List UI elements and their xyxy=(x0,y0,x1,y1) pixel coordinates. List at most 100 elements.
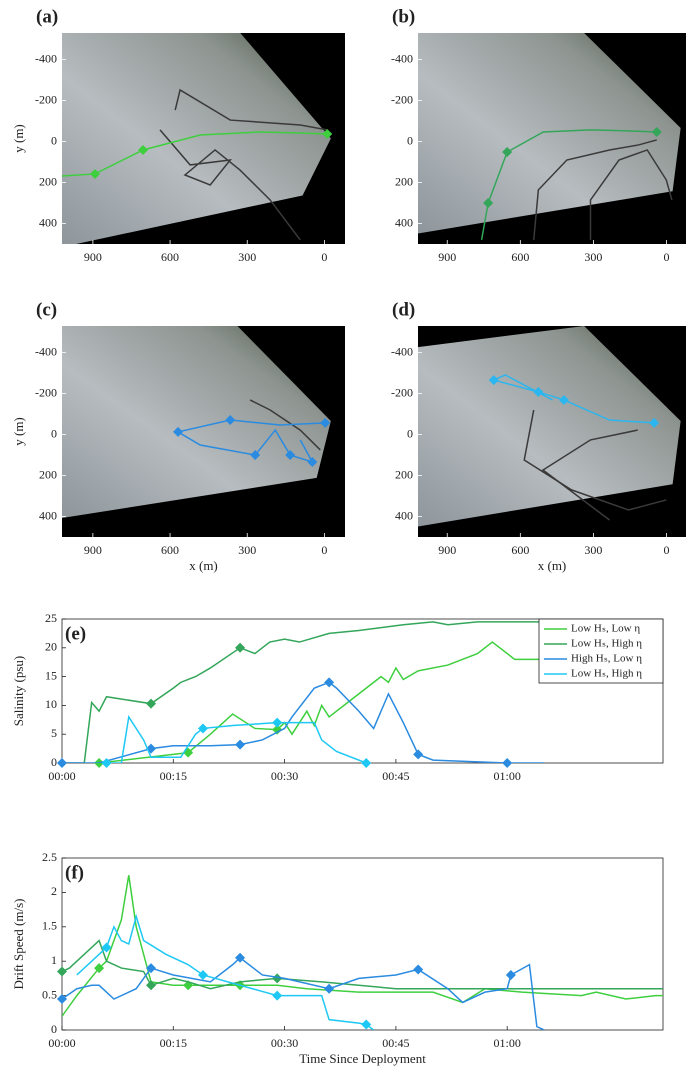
diamond-marker xyxy=(361,758,372,768)
x-tick-label: 300 xyxy=(238,250,256,264)
series-line xyxy=(62,621,663,763)
aerial-photo xyxy=(418,326,681,527)
x-tick-label: 00:30 xyxy=(271,1036,298,1050)
diamond-marker xyxy=(235,952,246,963)
legend-label: Low Hₛ, High η xyxy=(571,668,642,680)
x-tick-label: 300 xyxy=(238,543,256,557)
series-line xyxy=(62,681,545,763)
y-tick-label: -200 xyxy=(35,92,57,106)
y-tick-label: 2.5 xyxy=(42,850,57,864)
x-tick-label: 00:00 xyxy=(48,769,75,783)
y-axis-label: Drift Speed (m/s) xyxy=(11,899,26,990)
y-tick-label: 400 xyxy=(39,508,57,522)
x-tick-label: 00:00 xyxy=(48,1036,75,1050)
series-line xyxy=(62,956,545,1030)
diamond-marker xyxy=(307,457,318,468)
y-tick-label: -400 xyxy=(35,344,57,358)
diamond-marker xyxy=(197,969,208,980)
diamond-marker xyxy=(235,739,246,750)
y-tick-label: 200 xyxy=(39,174,57,188)
aerial-photo xyxy=(418,33,681,234)
x-tick-label: 0 xyxy=(321,543,327,557)
diamond-marker xyxy=(146,698,157,709)
y-tick-label: 20 xyxy=(45,640,57,654)
x-tick-label: 0 xyxy=(664,543,670,557)
diamond-marker xyxy=(235,642,246,653)
y-tick-label: 400 xyxy=(39,215,57,229)
series-line xyxy=(523,409,667,511)
diamond-marker xyxy=(225,415,236,426)
diamond-marker xyxy=(361,1019,372,1030)
diamond-marker xyxy=(483,198,494,209)
diamond-marker xyxy=(57,966,67,977)
y-tick-label: 1 xyxy=(51,953,57,967)
diamond-marker xyxy=(138,144,149,155)
x-tick-label: 600 xyxy=(161,543,179,557)
x-axis-label: Time Since Deployment xyxy=(299,1051,426,1066)
series-line xyxy=(176,419,326,464)
legend-label: High Hₛ, Low η xyxy=(571,653,642,665)
panel-label: (b) xyxy=(392,6,415,27)
y-tick-label: 0 xyxy=(51,1022,57,1036)
y-axis-label: y (m) xyxy=(11,417,26,446)
series-line xyxy=(174,88,328,131)
diamond-marker xyxy=(146,980,157,991)
x-tick-label: 600 xyxy=(511,543,529,557)
x-tick-label: 900 xyxy=(84,250,102,264)
panel-label: (d) xyxy=(392,299,415,320)
diamond-marker xyxy=(320,417,331,428)
diamond-marker xyxy=(285,450,296,461)
y-tick-label: 15 xyxy=(45,668,57,682)
diamond-marker xyxy=(324,983,335,994)
x-tick-label: 600 xyxy=(161,250,179,264)
y-tick-label: 200 xyxy=(395,467,413,481)
diamond-marker xyxy=(272,717,283,728)
x-tick-label: 300 xyxy=(584,250,602,264)
y-tick-label: 0 xyxy=(407,133,413,147)
aerial-photo xyxy=(62,33,331,244)
x-tick-label: 0 xyxy=(321,250,327,264)
series-line xyxy=(106,714,367,763)
series-line xyxy=(62,939,663,990)
x-tick-label: 600 xyxy=(511,250,529,264)
y-tick-label: 0.5 xyxy=(42,987,57,1001)
diamond-marker xyxy=(94,963,105,974)
diamond-marker xyxy=(558,394,569,405)
y-tick-label: 1.5 xyxy=(42,919,57,933)
y-tick-label: -400 xyxy=(35,51,57,65)
x-tick-label: 900 xyxy=(84,543,102,557)
diamond-marker xyxy=(250,450,261,461)
y-axis-label: Salinity (psu) xyxy=(11,656,26,726)
x-tick-label: 00:30 xyxy=(271,769,298,783)
x-axis-label: x (m) xyxy=(538,558,567,573)
x-tick-label: 00:45 xyxy=(382,1036,409,1050)
legend-label: Low Hₛ, High η xyxy=(571,638,642,650)
legend-label: Low Hₛ, Low η xyxy=(571,623,640,635)
diamond-marker xyxy=(502,758,513,768)
x-axis-label: x (m) xyxy=(189,558,218,573)
diamond-marker xyxy=(89,168,100,179)
diamond-marker xyxy=(413,749,424,760)
diamond-marker xyxy=(649,417,660,428)
y-tick-label: 200 xyxy=(39,467,57,481)
diamond-marker xyxy=(57,994,67,1005)
series-line xyxy=(159,129,301,241)
diamond-marker xyxy=(197,723,208,734)
y-tick-label: -200 xyxy=(391,92,413,106)
diamond-marker xyxy=(502,147,513,158)
diamond-marker xyxy=(413,964,424,975)
y-tick-label: 2 xyxy=(51,884,57,898)
plot-area xyxy=(61,857,664,1031)
diamond-marker xyxy=(505,969,516,980)
diamond-marker xyxy=(146,963,157,974)
series-line xyxy=(76,913,375,1030)
y-tick-label: 25 xyxy=(45,611,57,625)
panel-label: (c) xyxy=(36,299,57,320)
diamond-marker xyxy=(101,758,112,768)
diamond-marker xyxy=(57,758,67,768)
diamond-marker xyxy=(173,426,184,437)
x-tick-label: 0 xyxy=(664,250,670,264)
panel-label: (e) xyxy=(65,623,86,644)
diamond-marker xyxy=(488,375,499,386)
